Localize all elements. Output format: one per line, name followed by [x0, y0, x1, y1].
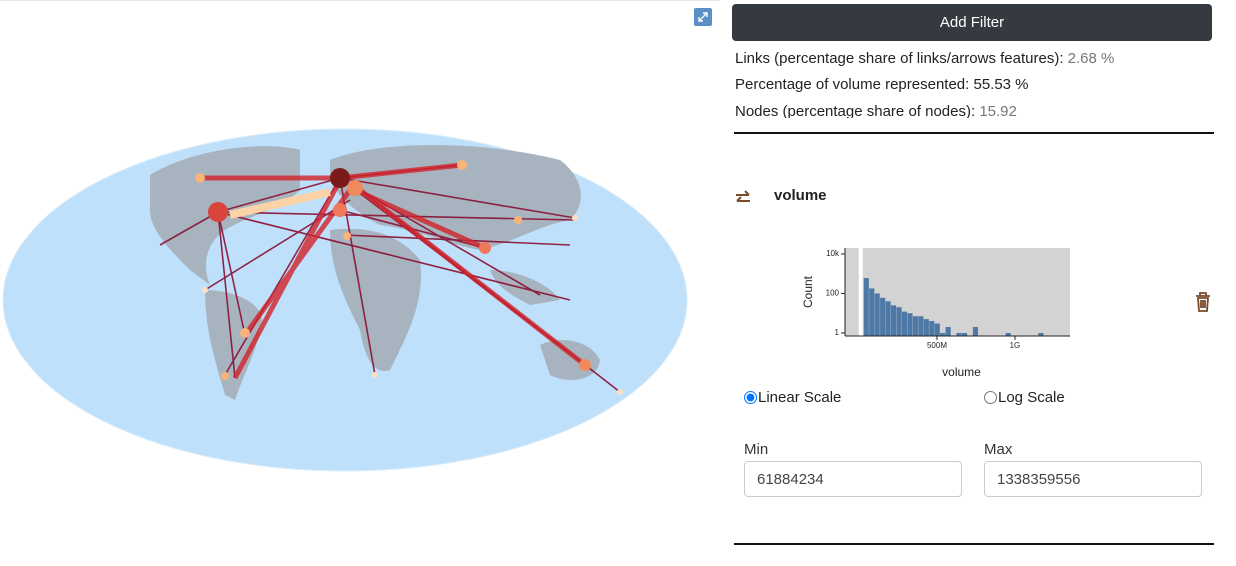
delete-icon[interactable] — [1195, 292, 1211, 312]
linear-option[interactable]: Linear Scale — [744, 389, 841, 406]
flow-lines-major — [200, 162, 587, 380]
bar — [961, 332, 968, 336]
bar — [885, 301, 891, 336]
links-value: 2.68 % — [1067, 50, 1115, 67]
add-filter-button[interactable]: Add Filter — [732, 4, 1212, 41]
y-tick-label: 100 — [826, 289, 840, 298]
bar — [923, 319, 929, 336]
bar — [945, 326, 951, 336]
max-input[interactable]: 1338359556 — [984, 461, 1202, 497]
log-option[interactable]: Log Scale — [984, 389, 1065, 406]
bar — [890, 305, 897, 336]
bar — [929, 321, 935, 336]
y-tick-label: 1 — [835, 328, 840, 337]
volume-stat: Percentage of volume represented: 55.53 … — [735, 76, 1029, 93]
nodes-value: 15.92 — [979, 103, 1017, 118]
bar — [956, 332, 962, 336]
y-axis-label: Count — [801, 275, 815, 308]
bar — [1038, 332, 1044, 336]
linear-label: Linear Scale — [758, 389, 842, 406]
nodes-label: Nodes (percentage share of nodes): — [735, 103, 976, 118]
nodes — [195, 160, 623, 395]
x-axis-label: volume — [942, 365, 981, 379]
x-tick-label: 500M — [927, 341, 947, 350]
bar — [880, 297, 886, 336]
map[interactable] — [0, 0, 720, 566]
links-label: Links (percentage share of links/arrows … — [735, 50, 1064, 67]
swap-icon[interactable] — [734, 190, 752, 206]
nodes-stat: Nodes (percentage share of nodes): 15.92 — [735, 103, 1017, 118]
bar — [907, 313, 913, 336]
flow-arrow — [229, 188, 331, 219]
max-label: Max — [984, 441, 1013, 458]
bar — [869, 288, 875, 336]
y-tick-label: 10k — [826, 249, 840, 258]
excluded-range — [858, 248, 863, 336]
bar — [918, 316, 924, 336]
min-input[interactable]: 61884234 — [744, 461, 962, 497]
bar — [874, 293, 880, 336]
bar — [934, 323, 940, 336]
min-label: Min — [744, 441, 769, 458]
log-radio[interactable] — [984, 391, 997, 404]
linear-radio[interactable] — [744, 391, 757, 404]
divider — [734, 543, 1214, 545]
x-tick-label: 1G — [1010, 341, 1021, 350]
log-label: Log Scale — [998, 389, 1065, 406]
links-stat: Links (percentage share of links/arrows … — [735, 50, 1114, 67]
bar — [1005, 332, 1011, 336]
bar — [972, 326, 979, 336]
bar — [896, 307, 902, 336]
histogram: 1 100 10k 500M 1G volume Count — [801, 248, 1070, 379]
bar — [912, 316, 918, 336]
bar — [901, 311, 908, 336]
bar — [940, 332, 946, 336]
expand-button[interactable] — [694, 8, 712, 26]
divider — [734, 132, 1214, 134]
bar — [863, 278, 869, 336]
filter-name: volume — [774, 187, 827, 204]
